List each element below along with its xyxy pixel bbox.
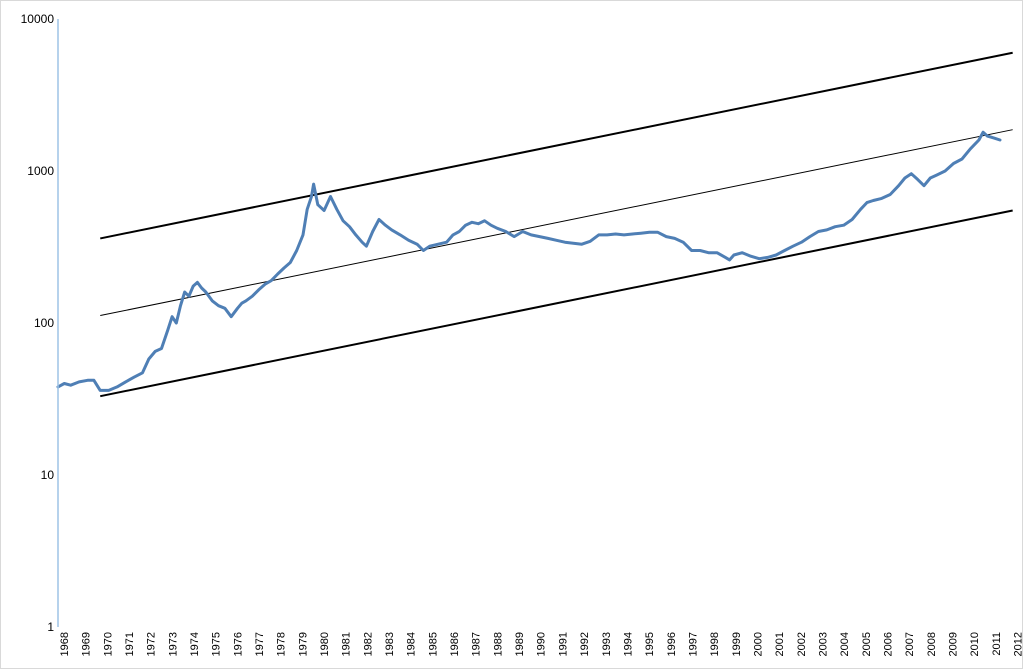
x-tick-label: 1985 [427, 632, 439, 656]
x-tick-label: 1997 [687, 632, 699, 656]
x-tick-label: 1989 [514, 632, 526, 656]
x-tick-label: 1999 [731, 632, 743, 656]
y-axis-ticks: 1 10 100 1000 10000 [21, 12, 55, 634]
x-tick-label: 1977 [254, 632, 266, 656]
trend-line [100, 51, 1013, 240]
x-tick-label: 1993 [601, 632, 613, 656]
x-tick-label: 1971 [124, 632, 136, 656]
x-tick-label: 1987 [471, 632, 483, 656]
x-tick-label: 1990 [536, 632, 548, 656]
x-tick-label: 2010 [969, 632, 981, 656]
x-tick-label: 1991 [557, 632, 569, 656]
price-series [56, 130, 1002, 392]
x-tick-label: 2008 [926, 632, 938, 656]
x-tick-label: 1973 [167, 632, 179, 656]
trend-line [100, 129, 1013, 317]
x-tick-label: 1998 [709, 632, 721, 656]
x-tick-label: 1984 [406, 632, 418, 656]
x-tick-label: 1986 [449, 632, 461, 656]
x-tick-label: 1983 [384, 632, 396, 656]
y-tick-label: 10000 [21, 12, 55, 26]
x-tick-label: 1969 [81, 632, 93, 656]
x-tick-label: 1996 [666, 632, 678, 656]
x-tick-label: 1974 [189, 632, 201, 656]
x-tick-label: 2000 [752, 632, 764, 656]
y-tick-label: 1 [47, 620, 54, 634]
x-tick-label: 1978 [276, 632, 288, 656]
y-tick-label: 100 [34, 316, 54, 330]
x-tick-label: 1972 [146, 632, 158, 656]
x-tick-label: 1968 [59, 632, 71, 656]
x-tick-label: 1980 [319, 632, 331, 656]
x-tick-label: 1975 [211, 632, 223, 656]
x-tick-label: 2003 [817, 632, 829, 656]
x-tick-label: 1988 [492, 632, 504, 656]
x-tick-label: 2001 [774, 632, 786, 656]
x-tick-label: 2002 [796, 632, 808, 656]
x-tick-label: 1994 [622, 632, 634, 656]
x-tick-label: 2012 [1012, 632, 1022, 656]
x-tick-label: 2007 [904, 632, 916, 656]
x-tick-label: 2005 [861, 632, 873, 656]
x-tick-label: 2011 [991, 632, 1003, 656]
x-axis-ticks: 1968 1969 1970 1971 1972 1973 1974 1975 1976 1977… [59, 632, 1022, 656]
x-tick-label: 1995 [644, 632, 656, 656]
trend-lines [100, 51, 1013, 398]
x-tick-label: 2009 [947, 632, 959, 656]
y-tick-label: 1000 [27, 164, 54, 178]
x-tick-label: 1979 [297, 632, 309, 656]
x-tick-label: 1982 [362, 632, 374, 656]
x-tick-label: 1981 [341, 632, 353, 656]
x-tick-label: 2006 [882, 632, 894, 656]
y-tick-label: 10 [41, 468, 55, 482]
x-tick-label: 1992 [579, 632, 591, 656]
x-tick-label: 1970 [102, 632, 114, 656]
series-line [56, 130, 1002, 392]
trend-line [100, 209, 1013, 398]
x-tick-label: 2004 [839, 632, 851, 656]
x-tick-label: 1976 [232, 632, 244, 656]
